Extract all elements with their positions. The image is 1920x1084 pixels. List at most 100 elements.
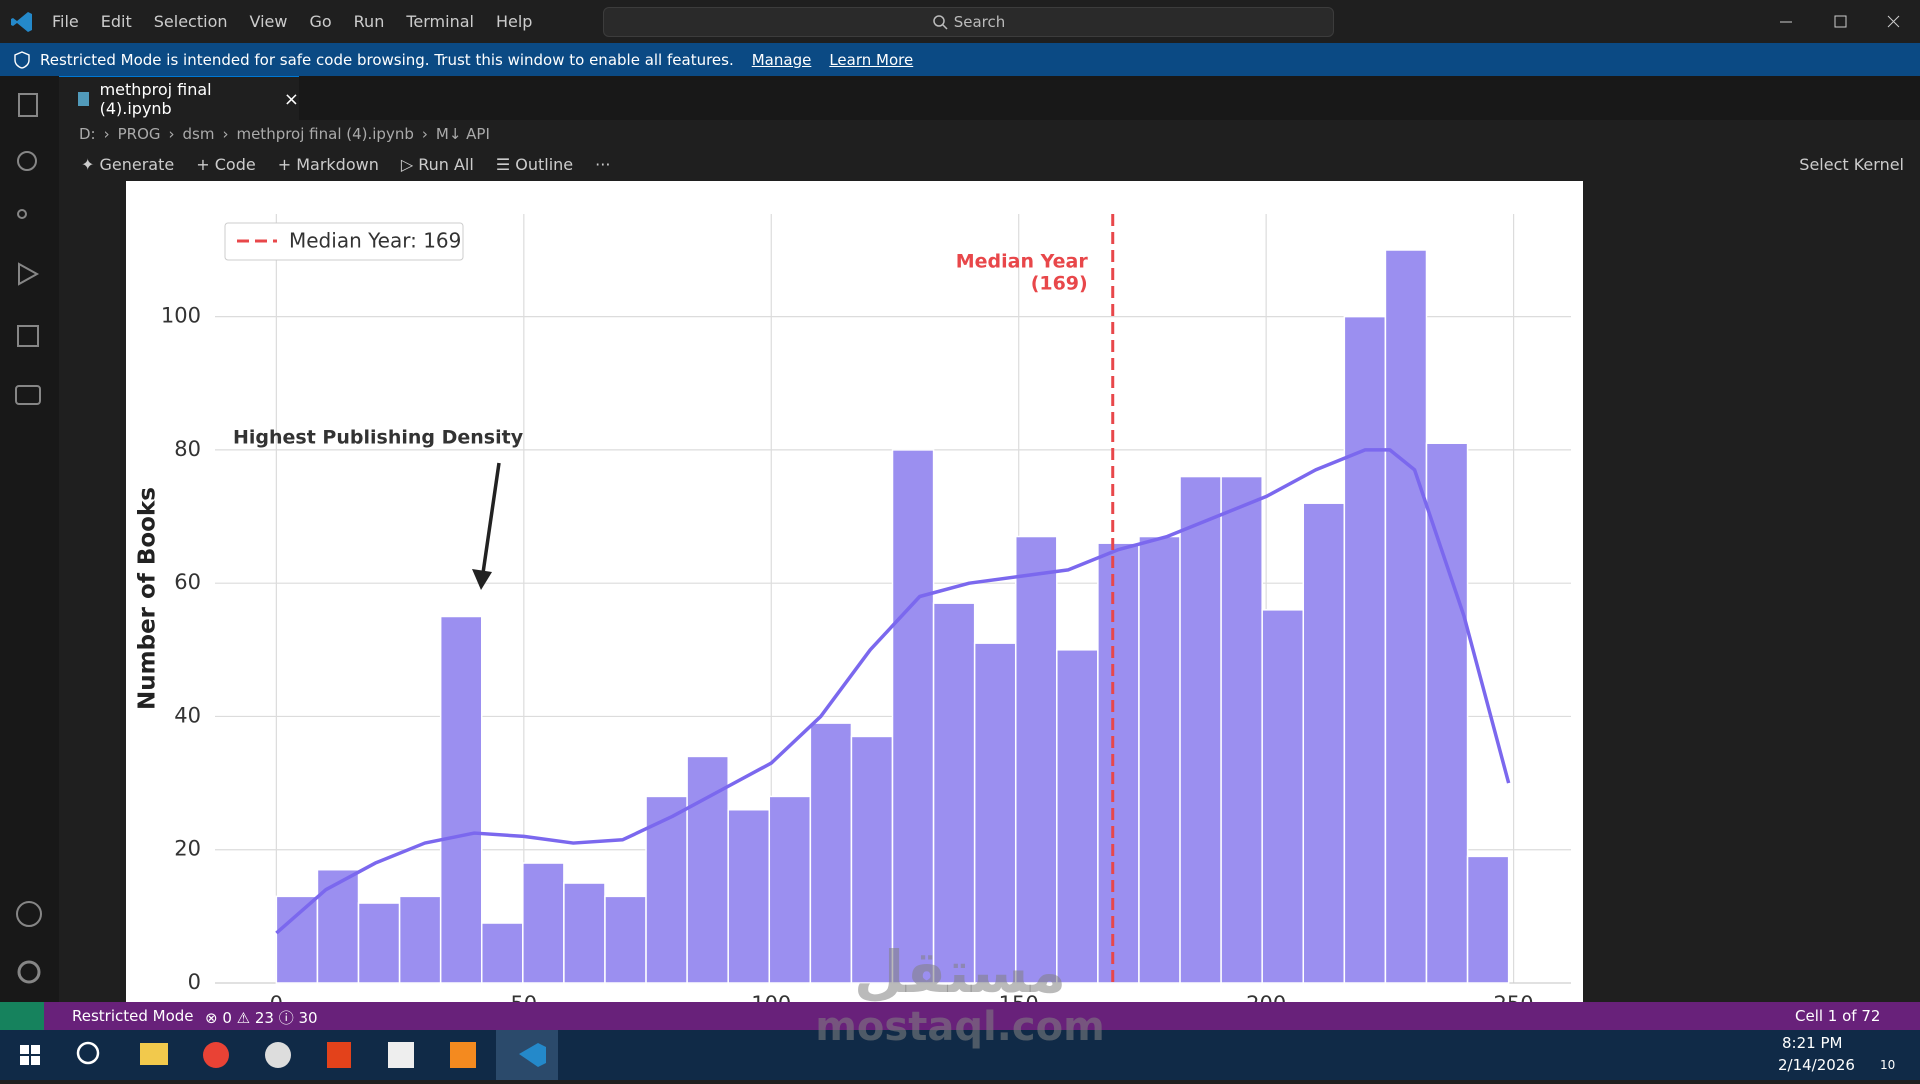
status-mode[interactable]: Restricted Mode <box>72 1007 194 1025</box>
scm-icon[interactable] <box>17 209 27 219</box>
x-tick-label: 200 <box>1246 992 1286 1002</box>
clock-date[interactable]: 2/14/2026 <box>1778 1056 1855 1074</box>
status-errors: 0 <box>222 1009 232 1027</box>
y-axis-label: Number of Books <box>135 487 161 710</box>
toolbar-label: Markdown <box>296 154 379 174</box>
banner-link[interactable]: Learn More <box>829 50 914 69</box>
breadcrumb[interactable]: M↓ API <box>435 124 490 143</box>
bar <box>850 735 894 984</box>
clock-time[interactable]: 8:21 PM <box>1782 1034 1843 1052</box>
search-box[interactable]: Search <box>603 7 1334 37</box>
bar <box>1179 475 1222 984</box>
activity-bar <box>0 76 59 1002</box>
status-info: 30 <box>298 1009 318 1027</box>
tab-close[interactable]: × <box>283 88 299 110</box>
bar <box>1056 649 1099 984</box>
shield-icon <box>14 50 30 69</box>
bar <box>439 615 483 984</box>
bar <box>1097 542 1140 984</box>
annotation-arrowhead <box>472 569 492 590</box>
taskbar-icons <box>20 1030 558 1080</box>
annotation-arrow <box>481 462 501 574</box>
kernel-picker[interactable]: Select Kernel <box>1799 147 1904 181</box>
y-tick-label: 20 <box>174 837 201 861</box>
legend-label: Median Year: 169 <box>289 229 461 253</box>
bar <box>1138 535 1181 984</box>
y-tick-label: 100 <box>161 304 201 328</box>
bar <box>1425 442 1469 984</box>
status-problems[interactable]: ⊗ 0 ⚠ 23 ⓘ 30 <box>205 1009 318 1027</box>
debug-icon[interactable] <box>18 262 40 286</box>
bar <box>1302 502 1346 984</box>
legend-box <box>224 222 464 261</box>
bar <box>1384 249 1428 984</box>
breadcrumb[interactable]: D: <box>79 124 96 143</box>
toolbar-label: Code <box>214 154 256 174</box>
bar <box>522 862 565 984</box>
bar <box>316 868 360 984</box>
menu-item[interactable]: Run <box>353 12 385 31</box>
search-icon[interactable] <box>17 151 37 171</box>
status-warnings: 23 <box>254 1009 274 1027</box>
remote-button[interactable] <box>0 1002 44 1030</box>
kde-line <box>275 448 1511 935</box>
editor-tab[interactable]: methproj final (4).ipynb × <box>59 76 299 121</box>
bar <box>645 795 688 984</box>
chart: 0 20 40 60 80 100 0 50 100 150 200 250 Median Year(1… <box>135 214 1571 1002</box>
x-tick-label: 50 <box>510 992 537 1002</box>
chart-output: 0 20 40 60 80 100 0 50 100 150 200 250 Median Year(1… <box>126 181 1583 1002</box>
menu-item[interactable]: Edit <box>100 12 132 31</box>
bar <box>357 902 401 984</box>
breadcrumb[interactable]: dsm <box>182 124 215 143</box>
x-tick-label: 100 <box>751 992 791 1002</box>
menu-item[interactable]: Selection <box>153 12 228 31</box>
menu-item[interactable]: File <box>52 12 79 31</box>
toolbar-more[interactable]: ··· <box>595 154 611 174</box>
toolbar-label: Outline <box>515 154 574 174</box>
bar <box>809 722 853 984</box>
y-tick-label: 60 <box>174 570 201 594</box>
toolbar-generate[interactable]: ✦ Generate <box>81 154 175 174</box>
y-tick-label: 80 <box>174 437 201 461</box>
bar <box>973 642 1017 984</box>
title-bar: File Edit Selection View Go Run Terminal… <box>0 0 1920 43</box>
tab-strip <box>59 76 1920 120</box>
notification-count[interactable]: 10 <box>1880 1058 1896 1072</box>
toolbar-markdown[interactable]: + Markdown <box>277 154 379 174</box>
menu-item[interactable]: Go <box>309 12 332 31</box>
bar <box>563 882 606 984</box>
breadcrumbs: D: › PROG › dsm › methproj final (4).ipynb ›… <box>79 124 490 143</box>
x-tick-label: 250 <box>1494 992 1534 1002</box>
explorer-icon[interactable] <box>18 93 38 117</box>
banner-link[interactable]: Manage <box>751 50 812 69</box>
menu-item[interactable]: View <box>249 12 288 31</box>
chat-icon[interactable] <box>15 385 41 405</box>
menu-item[interactable]: Terminal <box>406 12 474 31</box>
toolbar-run-all[interactable]: ▷ Run All <box>400 154 474 174</box>
settings-icon[interactable] <box>17 960 41 984</box>
taskbar: 8:21 PM 2/14/2026 10 <box>0 1030 1920 1080</box>
breadcrumb[interactable]: methproj final (4).ipynb <box>236 124 414 143</box>
toolbar-code[interactable]: + Code <box>196 154 256 174</box>
x-tick-label: 0 <box>270 992 283 1002</box>
extensions-icon[interactable] <box>17 325 39 347</box>
bar <box>1014 535 1058 984</box>
search-icon <box>932 15 948 30</box>
y-tick-label: 0 <box>188 970 201 994</box>
account-icon[interactable] <box>16 901 42 927</box>
toolbar-label: Generate <box>99 154 175 174</box>
y-tick-label: 40 <box>174 703 201 727</box>
window-controls[interactable] <box>1780 12 1910 32</box>
bar <box>398 895 442 984</box>
status-cell[interactable]: Cell 1 of 72 <box>1795 1007 1881 1025</box>
breadcrumb[interactable]: PROG <box>117 124 161 143</box>
status-bar: Restricted Mode ⊗ 0 ⚠ 23 ⓘ 30 Cell 1 of … <box>0 1002 1920 1030</box>
toolbar-outline[interactable]: ☰ Outline <box>495 154 574 174</box>
activity-icons <box>15 93 42 984</box>
menu-item[interactable]: Help <box>495 12 533 31</box>
search-label: Search <box>953 13 1006 31</box>
density-annotation: Highest Publishing Density <box>233 427 524 449</box>
bar <box>932 602 976 984</box>
app-logo <box>11 12 32 32</box>
